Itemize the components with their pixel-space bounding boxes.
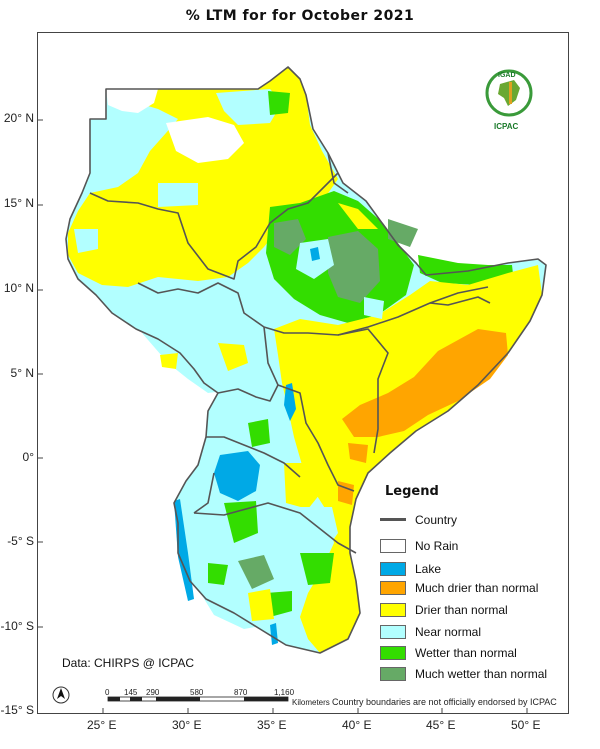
scale-bar — [107, 696, 289, 702]
legend-label: Near normal — [415, 624, 482, 639]
lat-label-5s: -5° S — [7, 534, 34, 548]
map-frame — [37, 32, 569, 714]
lon-label-40e: 40° E — [342, 718, 372, 732]
lat-label-20n: 20° N — [3, 111, 34, 125]
legend-item-much-wetter: Much wetter than normal — [380, 665, 547, 682]
legend-label: Lake — [415, 561, 442, 576]
map-title: % LTM for for October 2021 — [185, 8, 415, 24]
legend-label: Much wetter than normal — [415, 666, 548, 681]
legend-item-much-drier: Much drier than normal — [380, 579, 538, 596]
lat-label-0: 0° — [22, 450, 34, 464]
legend-item-wetter: Wetter than normal — [380, 644, 517, 661]
legend-country-label: Country — [415, 512, 458, 527]
lon-label-30e: 30° E — [172, 718, 202, 732]
country-line-swatch — [380, 518, 406, 521]
swatch-much-wetter — [380, 666, 406, 681]
legend-label: No Rain — [415, 538, 459, 553]
legend-label: Drier than normal — [415, 602, 508, 617]
igad-icpac-logo: IGAD ICPAC — [482, 66, 536, 134]
lake-victoria — [214, 451, 260, 501]
scale-tick-580: 580 — [190, 688, 204, 697]
north-arrow — [52, 686, 70, 704]
swatch-drier — [380, 602, 406, 617]
legend-title: Legend — [385, 484, 439, 499]
lat-label-15n: 15° N — [3, 196, 34, 210]
legend-item-no-rain: No Rain — [380, 537, 458, 554]
lon-label-45e: 45° E — [426, 718, 456, 732]
legend-country: Country — [380, 511, 457, 528]
scale-tick-0: 0 — [105, 688, 110, 697]
legend-item-near-normal: Near normal — [380, 623, 481, 640]
lon-label-35e: 35° E — [257, 718, 287, 732]
scale-units: Kilometers — [292, 698, 330, 707]
legend-label: Wetter than normal — [415, 645, 517, 660]
scale-tick-290: 290 — [146, 688, 160, 697]
swatch-much-drier — [380, 580, 406, 595]
lat-label-10n: 10° N — [3, 281, 34, 295]
disclaimer: Country boundaries are not officially en… — [332, 697, 557, 707]
swatch-wetter — [380, 645, 406, 660]
legend-item-drier: Drier than normal — [380, 601, 508, 618]
scale-tick-1160: 1,160 — [274, 688, 295, 697]
scale-tick-145: 145 — [124, 688, 138, 697]
lat-label-15s: -15° S — [0, 703, 34, 717]
lon-label-25e: 25° E — [87, 718, 117, 732]
legend-label: Much drier than normal — [415, 580, 539, 595]
lon-label-50e: 50° E — [511, 718, 541, 732]
swatch-no-rain — [380, 538, 406, 553]
logo-bottom-text: ICPAC — [494, 122, 519, 131]
data-credit: Data: CHIRPS @ ICPAC — [62, 656, 194, 670]
lat-label-5n: 5° N — [10, 366, 34, 380]
lat-label-10s: -10° S — [0, 619, 34, 633]
swatch-lake — [380, 561, 406, 576]
legend-item-lake: Lake — [380, 560, 441, 577]
logo-top-text: IGAD — [498, 72, 516, 79]
rainfall-map — [38, 66, 547, 713]
swatch-near-normal — [380, 624, 406, 639]
scale-tick-870: 870 — [234, 688, 248, 697]
